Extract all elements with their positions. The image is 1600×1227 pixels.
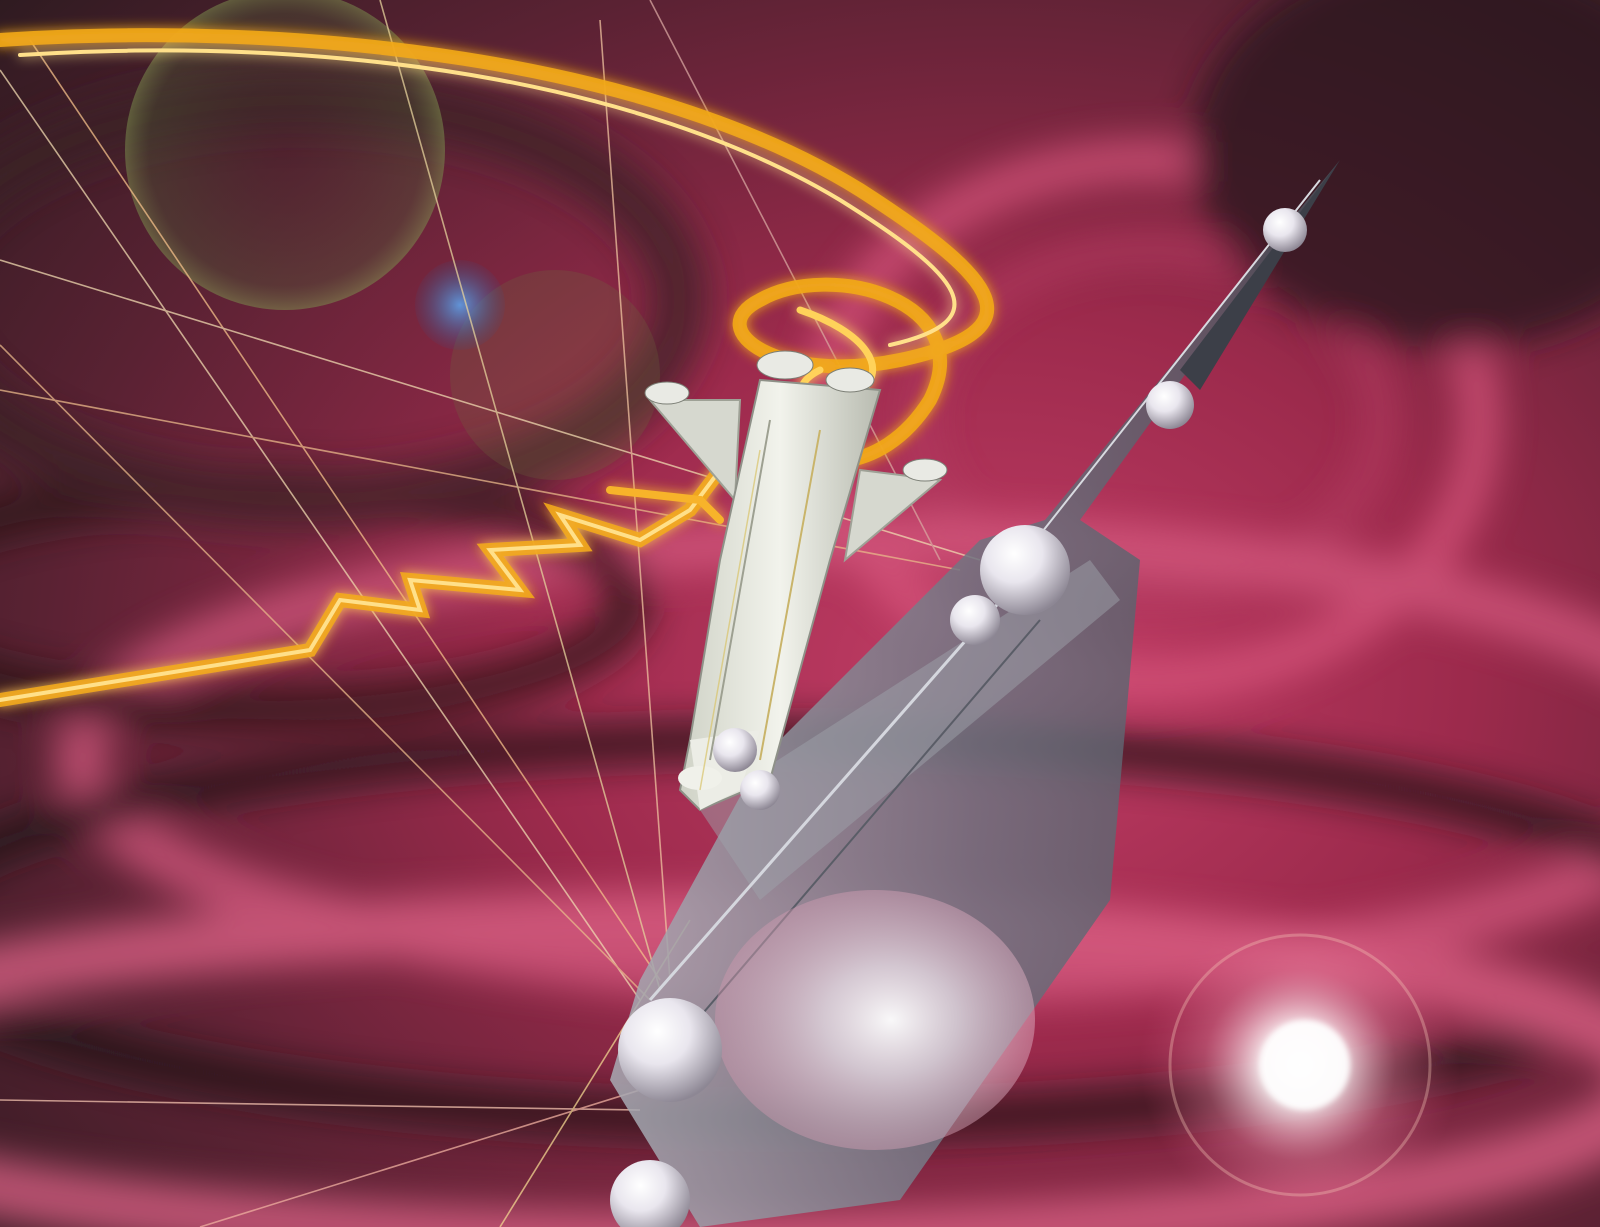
energy-trail [0,28,994,707]
orb-icon [610,208,1350,1227]
